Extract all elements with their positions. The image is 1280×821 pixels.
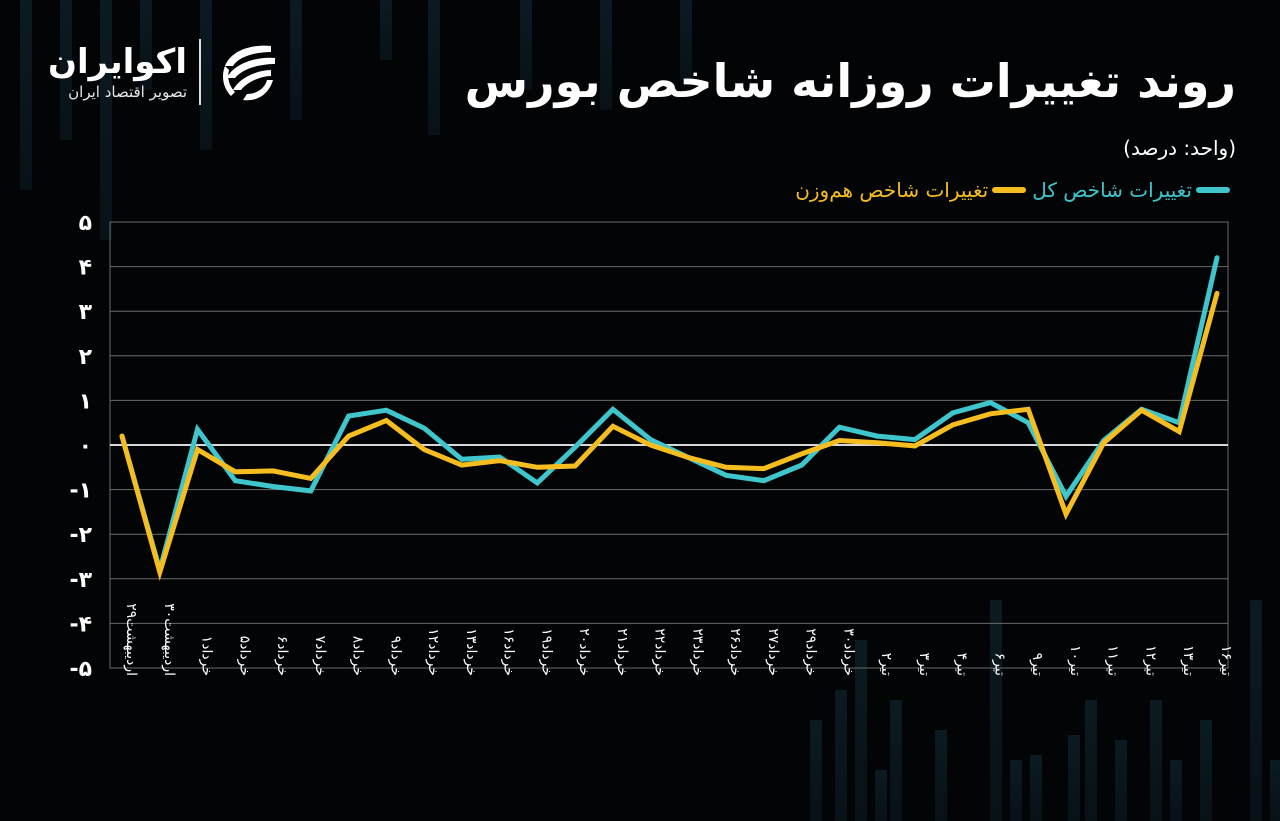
y-tick-label: -۲ bbox=[69, 523, 92, 548]
x-tick-label: تیر۶ bbox=[991, 653, 1007, 676]
series-line-equal-weight-index bbox=[119, 290, 1220, 581]
x-tick-label: تیر۱۶ bbox=[1218, 645, 1234, 676]
y-tick-label: ۳ bbox=[79, 300, 93, 325]
y-tick-label: -۵ bbox=[69, 657, 92, 682]
y-tick-label: -۱ bbox=[69, 479, 92, 504]
x-tick-label: خرداد۲۶ bbox=[727, 628, 743, 676]
y-tick-label: ۵ bbox=[79, 211, 92, 236]
x-tick-label: خرداد۶ bbox=[274, 636, 290, 676]
logo-tagline: تصویر اقتصاد ایران bbox=[68, 83, 187, 101]
chart-title: روند تغییرات روزانه شاخص بورس bbox=[464, 54, 1236, 108]
logo-name: اکوایران bbox=[48, 42, 187, 82]
x-tick-label: تیر۱۱ bbox=[1105, 645, 1121, 676]
y-tick-label: ۱ bbox=[79, 389, 92, 414]
x-tick-label: خرداد۹ bbox=[387, 636, 403, 676]
ecoiran-swirl-icon bbox=[223, 45, 275, 101]
x-tick-label: خرداد۲۲ bbox=[652, 628, 668, 676]
x-tick-label: تیر۲ bbox=[878, 653, 894, 676]
legend-swatch-equal bbox=[992, 187, 1027, 193]
x-tick-label: اردیبهشت۲۹ bbox=[123, 603, 139, 676]
x-tick-label: خرداد۳۰ bbox=[840, 628, 856, 676]
legend-label-total: تغییرات شاخص کل bbox=[1032, 178, 1192, 202]
y-tick-label: -۴ bbox=[69, 612, 92, 637]
y-tick-label: ۴ bbox=[79, 256, 92, 281]
logo-text: اکوایران تصویر اقتصاد ایران bbox=[48, 43, 187, 101]
x-tick-label: خرداد۲۷ bbox=[765, 628, 781, 676]
chart-legend: تغییرات شاخص کل تغییرات شاخص هم‌وزن bbox=[789, 178, 1230, 202]
x-tick-label: خرداد۲۳ bbox=[689, 628, 705, 676]
x-tick-label: تیر۳ bbox=[916, 653, 932, 676]
x-tick-label: خرداد۱۹ bbox=[538, 628, 554, 676]
y-tick-label: ۲ bbox=[79, 345, 93, 370]
legend-swatch-total bbox=[1196, 187, 1230, 193]
x-tick-label: اردیبهشت۳۰ bbox=[161, 603, 177, 676]
legend-item-total-index: تغییرات شاخص کل bbox=[1032, 178, 1230, 202]
y-tick-label: ۰ bbox=[79, 434, 92, 459]
x-tick-label: خرداد۲۱ bbox=[614, 628, 630, 676]
x-tick-label: تیر۴ bbox=[954, 653, 970, 676]
logo-divider bbox=[199, 39, 201, 105]
x-tick-label: خرداد۸ bbox=[350, 636, 366, 676]
x-tick-label: خرداد۷ bbox=[312, 636, 328, 676]
x-tick-label: خرداد۲۹ bbox=[803, 628, 819, 676]
x-tick-label: تیر۹ bbox=[1029, 653, 1045, 676]
x-tick-label: خرداد۱۳ bbox=[463, 628, 479, 676]
y-tick-label: -۳ bbox=[69, 568, 92, 593]
legend-item-equal-weight-index: تغییرات شاخص هم‌وزن bbox=[795, 178, 1027, 202]
brand-logo: اکوایران تصویر اقتصاد ایران bbox=[48, 32, 285, 112]
unit-label: (واحد: درصد) bbox=[1123, 136, 1236, 160]
x-tick-label: خرداد۱۲ bbox=[425, 628, 441, 676]
x-tick-label: خرداد۵ bbox=[236, 636, 252, 676]
x-tick-label: تیر۱۲ bbox=[1142, 645, 1158, 676]
x-tick-label: خرداد۱۶ bbox=[501, 628, 517, 676]
series-line-total-index bbox=[119, 255, 1220, 580]
x-tick-label: تیر۱۳ bbox=[1180, 645, 1196, 676]
x-tick-label: خرداد۱ bbox=[199, 636, 215, 676]
legend-label-equal: تغییرات شاخص هم‌وزن bbox=[795, 178, 989, 202]
x-tick-label: خرداد۲۰ bbox=[576, 628, 592, 676]
x-tick-label: تیر۱۰ bbox=[1067, 645, 1083, 676]
